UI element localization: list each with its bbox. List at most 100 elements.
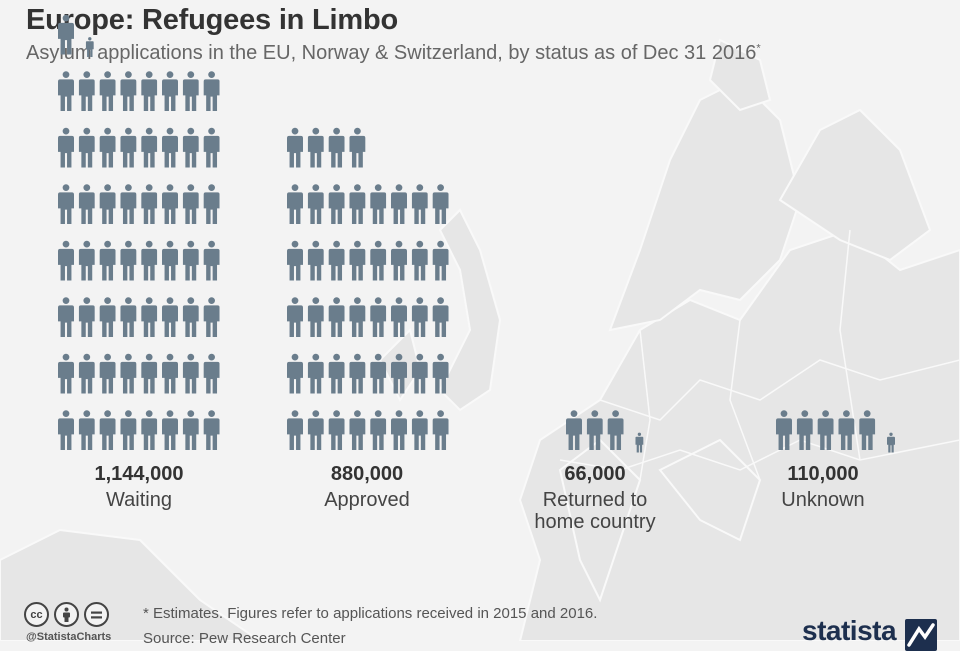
person-icon-approved	[307, 240, 324, 281]
person-icon-approved	[349, 297, 366, 337]
person-icon-waiting	[58, 184, 74, 224]
person-icon-unknown	[838, 410, 855, 450]
person-icon-approved	[328, 184, 345, 224]
person-icon-waiting	[78, 184, 95, 224]
person-icon-approved	[287, 127, 303, 168]
person-icon-waiting	[141, 240, 158, 281]
person-icon-waiting	[203, 240, 220, 281]
person-icon-waiting	[120, 410, 137, 450]
person-icon-approved	[391, 353, 407, 394]
person-icon-approved	[307, 127, 324, 168]
person-icon-waiting	[99, 410, 116, 450]
person-icon-approved	[349, 127, 366, 168]
statista-logo-icon	[905, 619, 937, 651]
person-icon-waiting	[182, 353, 199, 394]
person-icon-waiting	[120, 240, 137, 281]
statista-logo[interactable]: statista	[802, 615, 897, 646]
cc-icon[interactable]: cc	[24, 602, 49, 627]
person-icon-waiting	[120, 71, 137, 111]
person-icon-waiting	[99, 353, 116, 394]
person-icon-approved	[307, 184, 324, 224]
person-icon-waiting	[58, 240, 74, 281]
person-icon-approved	[432, 353, 449, 394]
value-waiting: 1,144,000	[94, 463, 184, 485]
person-icon-approved	[432, 240, 449, 281]
person-icon-approved	[370, 240, 387, 281]
person-icon-approved	[287, 353, 303, 394]
person-icon-waiting	[141, 184, 158, 224]
person-icon-waiting	[141, 71, 158, 111]
person-icon-approved	[328, 353, 345, 394]
license-icons: cc	[24, 602, 109, 627]
person-icon-approved	[307, 297, 324, 337]
person-icon-approved	[328, 297, 345, 337]
person-icon-approved	[287, 410, 303, 450]
person-icon-waiting	[120, 127, 137, 168]
person-icon-unknown	[817, 410, 834, 450]
person-icon-approved	[349, 240, 366, 281]
person-icon-waiting	[162, 297, 178, 337]
person-icon-approved	[328, 240, 345, 281]
person-icon-approved	[432, 184, 449, 224]
person-icon-waiting	[99, 297, 116, 337]
person-icon-approved	[349, 410, 366, 450]
person-icon-approved	[411, 297, 428, 337]
attribution-icon[interactable]	[54, 602, 79, 627]
person-icon-approved	[307, 353, 324, 394]
person-icon-waiting	[182, 71, 199, 111]
person-icon-waiting	[120, 297, 137, 337]
person-icon-unknown	[796, 410, 813, 450]
person-icon-waiting	[99, 240, 116, 281]
person-icon-approved	[391, 297, 407, 337]
person-icon-waiting	[182, 240, 199, 281]
person-icon-waiting-partial	[85, 37, 94, 57]
person-icon-approved	[432, 410, 449, 450]
label-waiting: Waiting	[106, 489, 172, 511]
person-icon-waiting	[78, 71, 95, 111]
person-icon-waiting	[99, 127, 116, 168]
person-icon-waiting	[162, 240, 178, 281]
chart-title: Europe: Refugees in Limbo	[26, 4, 399, 36]
person-icon-waiting	[58, 410, 74, 450]
person-icon-approved	[370, 353, 387, 394]
person-icon-returned	[586, 410, 603, 450]
person-icon-waiting	[203, 410, 220, 450]
person-icon-waiting	[58, 71, 74, 111]
person-icon-approved	[370, 410, 387, 450]
person-icon-waiting	[58, 127, 74, 168]
value-returned: 66,000	[564, 463, 626, 485]
person-icon-waiting	[99, 184, 116, 224]
person-icon-approved	[391, 410, 407, 450]
person-icon-unknown	[776, 410, 792, 450]
person-icon-waiting	[78, 353, 95, 394]
person-icon-waiting	[120, 353, 137, 394]
person-icon-approved	[328, 410, 345, 450]
person-icon-approved	[307, 410, 324, 450]
no-derivatives-icon[interactable]	[84, 602, 109, 627]
person-icon-waiting	[162, 184, 178, 224]
statista-handle[interactable]: @StatistaCharts	[26, 631, 112, 643]
person-icon-waiting	[162, 71, 178, 111]
person-icon-waiting	[203, 127, 220, 168]
subtitle-asterisk: *	[756, 42, 761, 55]
person-icon-approved	[328, 127, 345, 168]
person-icon-returned	[607, 410, 624, 450]
person-icon-waiting	[78, 127, 95, 168]
person-icon-approved	[391, 240, 407, 281]
person-icon-approved	[349, 184, 366, 224]
person-icon-waiting	[78, 240, 95, 281]
footnote: * Estimates. Figures refer to applicatio…	[143, 605, 598, 622]
person-icon-waiting	[120, 184, 137, 224]
label-unknown: Unknown	[781, 489, 865, 511]
person-icon-approved	[349, 353, 366, 394]
value-approved: 880,000	[330, 463, 404, 485]
person-icon-waiting	[162, 410, 178, 450]
person-icon-waiting	[182, 297, 199, 337]
person-icon-waiting	[162, 353, 178, 394]
person-icon-waiting	[182, 184, 199, 224]
person-icon-unknown	[859, 410, 876, 450]
person-icon-waiting	[78, 297, 95, 337]
person-icon-approved	[287, 297, 303, 337]
person-icon-approved	[411, 240, 428, 281]
person-icon-waiting	[141, 297, 158, 337]
